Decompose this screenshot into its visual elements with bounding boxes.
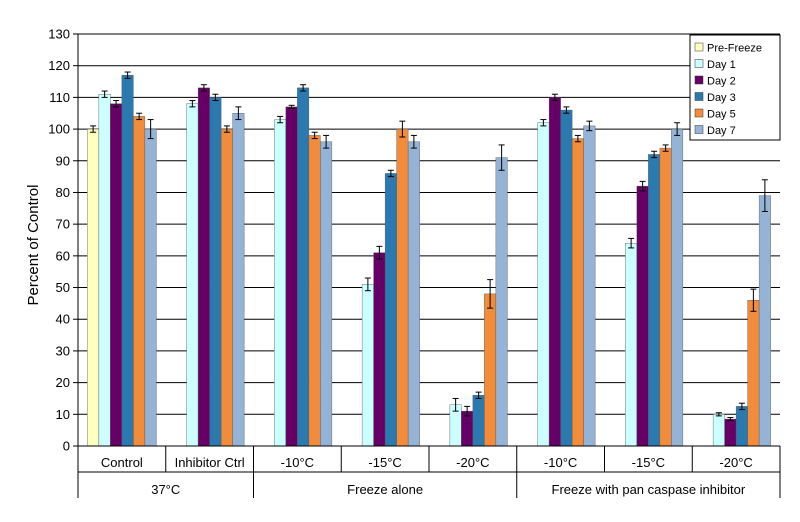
y-tick-label: 0 [63, 439, 70, 454]
bar [571, 138, 584, 447]
bar [758, 195, 771, 447]
bar [133, 116, 146, 447]
category-label: -15°C [368, 455, 401, 470]
bar [560, 109, 573, 447]
bar [583, 125, 596, 447]
bar [87, 128, 100, 447]
category-label: -15°C [632, 455, 665, 470]
y-tick-label: 130 [48, 27, 70, 42]
y-tick-label: 30 [56, 343, 70, 358]
legend-swatch [694, 75, 704, 85]
y-tick-label: 60 [56, 248, 70, 263]
bar [671, 128, 684, 447]
bar [495, 157, 508, 447]
category-label: Control [101, 455, 143, 470]
bar [274, 119, 287, 447]
legend-swatch [694, 59, 704, 68]
y-tick-label: 10 [56, 407, 70, 422]
bars [87, 71, 771, 447]
axes: 0 10 20 30 40 50 60 70 80 90 100 110 120 130 Control In… [48, 27, 781, 498]
legend-label: Day 5 [707, 109, 736, 121]
category-label: Inhibitor Ctrl [175, 455, 245, 470]
y-tick-label: 70 [56, 217, 70, 232]
group-label: Freeze alone [347, 482, 423, 497]
bar [297, 87, 310, 447]
bar [747, 300, 760, 447]
category-label: -20°C [719, 455, 752, 470]
y-tick-label: 90 [56, 153, 70, 168]
bar [110, 103, 123, 447]
bar [373, 252, 386, 447]
bar [232, 113, 245, 447]
bar [484, 293, 497, 447]
legend-swatch [694, 125, 704, 134]
bar [361, 284, 374, 447]
legend-label: Day 7 [707, 125, 736, 137]
bar [636, 185, 649, 447]
group-label: Freeze with pan caspase inhibitor [552, 482, 746, 497]
y-tick-label: 20 [56, 375, 70, 390]
bar [712, 414, 725, 447]
bar [396, 128, 409, 447]
bar [186, 103, 199, 447]
bar [648, 154, 661, 447]
bar [724, 418, 737, 447]
bar [537, 122, 550, 447]
bar [285, 106, 298, 447]
bar [121, 74, 134, 447]
category-label: -10°C [281, 455, 314, 470]
bar [220, 128, 233, 447]
legend: Pre-Freeze Day 1 Day 2 Day 3 Day 5 Day 7 [689, 34, 781, 141]
bar [384, 173, 397, 447]
y-tick-label: 50 [56, 280, 70, 295]
y-tick-label: 80 [56, 185, 70, 200]
bar [625, 242, 638, 447]
legend-label: Day 2 [707, 76, 736, 88]
y-tick-label: 110 [49, 90, 70, 105]
category-label: -20°C [456, 455, 489, 470]
bar [197, 87, 210, 447]
bar [209, 97, 222, 447]
bar [472, 395, 485, 447]
bar [548, 97, 561, 447]
y-tick-label: 100 [48, 122, 70, 137]
legend-swatch [694, 42, 704, 52]
bar [144, 128, 157, 447]
bar [308, 135, 321, 447]
category-label: -10°C [544, 455, 577, 470]
legend-swatch [694, 92, 704, 101]
bar [735, 406, 748, 447]
bar [659, 147, 672, 447]
y-tick-label: 40 [56, 312, 70, 327]
legend-label: Pre-Freeze [707, 43, 762, 55]
y-axis-title: Percent of Control [25, 185, 42, 306]
y-tick-label: 120 [48, 58, 70, 73]
legend-swatch [694, 108, 704, 118]
bar [407, 141, 420, 447]
legend-label: Day 1 [707, 59, 736, 71]
bar [320, 141, 333, 447]
bar [98, 94, 111, 447]
legend-label: Day 3 [707, 92, 736, 104]
legend-box [689, 34, 781, 141]
group-label: 37°C [151, 482, 180, 497]
